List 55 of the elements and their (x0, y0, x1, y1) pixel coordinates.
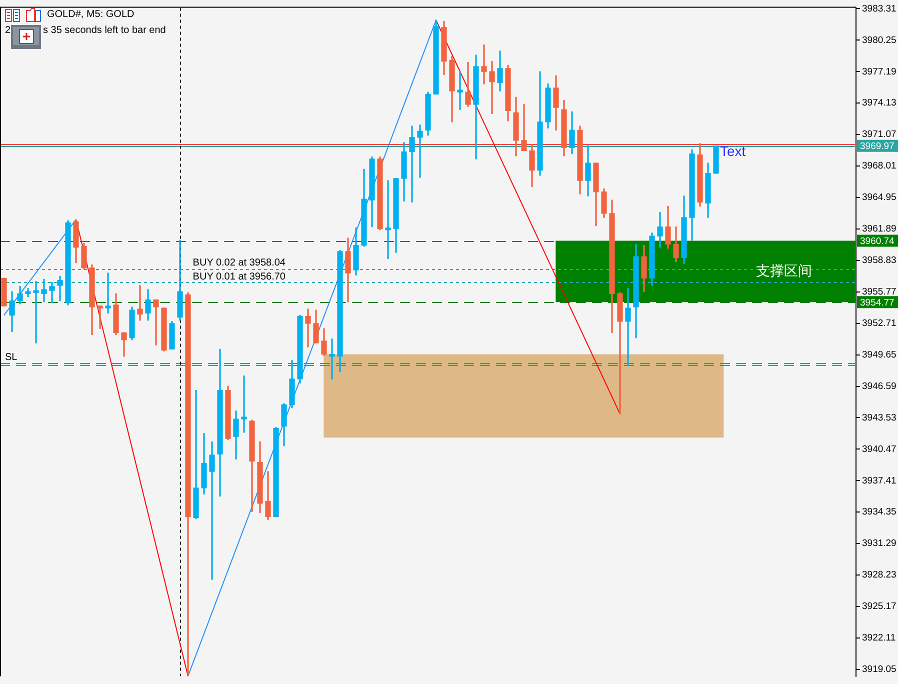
candlestick (241, 376, 247, 433)
y-tick-label: 3928.23 (862, 570, 896, 581)
candlestick (457, 72, 463, 110)
y-tick-label: 3961.89 (862, 224, 896, 235)
candlestick (33, 280, 39, 344)
candlestick (409, 126, 415, 202)
candlestick (617, 292, 623, 414)
y-tick-label: 3946.59 (862, 380, 896, 392)
ref-line-label: BUY 0.02 at 3958.04 (192, 258, 286, 269)
candlestick (209, 441, 215, 580)
candlestick (137, 285, 143, 321)
y-tick-label: 3971.07 (862, 129, 896, 140)
y-tick-label: 3934.35 (862, 506, 896, 518)
candlestick (57, 276, 63, 302)
candlestick (329, 338, 335, 380)
candlestick (97, 306, 103, 329)
ref-line-label: 3954.77 (860, 297, 894, 308)
candlestick (193, 390, 199, 520)
chart-title: GOLD#, M5: GOLD (47, 9, 134, 21)
y-tick-label: 3964.95 (862, 192, 896, 204)
y-tick-label: 3922.11 (862, 632, 896, 644)
y-tick-label: 3940.47 (862, 444, 896, 455)
y-tick-label: 3955.77 (862, 286, 896, 298)
y-tick-label: 3931.29 (862, 538, 896, 550)
candlestick (153, 299, 159, 346)
y-tick-label: 3977.19 (862, 66, 896, 78)
candlestick (305, 308, 311, 348)
ref-line-label: 3960.74 (860, 236, 894, 247)
candlestick (105, 272, 111, 314)
annotation: Text (720, 143, 746, 160)
annotation: s 35 seconds left to bar end (43, 24, 166, 37)
candlestick (489, 60, 495, 114)
ref-line-label: BUY 0.01 at 3956.70 (192, 271, 286, 282)
y-tick-label: 3983.31 (862, 3, 896, 14)
y-tick-label: 3958.83 (862, 255, 896, 266)
candlestick (625, 288, 631, 366)
y-tick-label: 3949.65 (862, 349, 896, 360)
y-tick-label: 3925.17 (862, 601, 896, 612)
candlestick (417, 124, 423, 178)
y-tick-label: 3919.05 (862, 664, 896, 676)
candlestick (385, 180, 391, 259)
y-tick-label: 3974.13 (862, 98, 896, 109)
y-tick-label: 3968.01 (862, 160, 896, 172)
ref-line-label: 3969.97 (860, 141, 894, 152)
ref-line-label: SL (5, 352, 18, 363)
annotation: 2 (5, 24, 11, 37)
candlestick (41, 278, 47, 302)
candlestick (49, 282, 55, 304)
y-tick-label: 3980.25 (862, 34, 896, 46)
y-tick-label: 3952.71 (862, 318, 896, 329)
y-tick-label: 3943.53 (862, 412, 896, 424)
y-tick-label: 3937.41 (862, 475, 896, 486)
band-label: 支撑区间 (756, 262, 812, 278)
candlestick (481, 44, 487, 84)
candlestick (521, 104, 527, 152)
